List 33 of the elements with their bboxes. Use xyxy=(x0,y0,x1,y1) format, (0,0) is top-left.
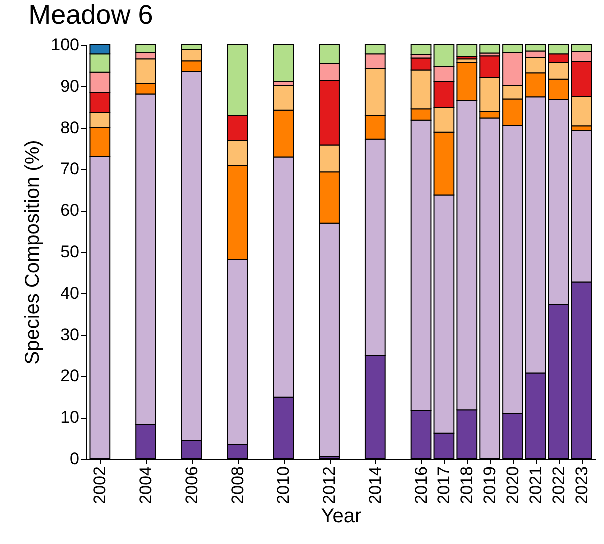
chart-title: Meadow 6 xyxy=(28,0,154,30)
x-tick-label: 2002 xyxy=(90,466,110,504)
x-tick-label: 2022 xyxy=(549,466,568,504)
bar xyxy=(480,44,501,54)
y-tick-label: 70 xyxy=(60,160,80,179)
y-tick-label: 80 xyxy=(60,118,80,138)
x-tick-label: 2012 xyxy=(320,466,340,504)
x-tick-label: 2004 xyxy=(136,466,156,504)
x-tick-label: 2021 xyxy=(526,466,546,504)
y-tick-label: 0 xyxy=(70,450,80,468)
x-tick-label: 2006 xyxy=(182,466,202,504)
y-tick-label: 100 xyxy=(51,36,80,54)
bar xyxy=(273,44,294,82)
y-tick-label: 60 xyxy=(60,201,80,220)
x-tick-label: 2010 xyxy=(274,466,294,504)
y-axis-title: Species Composition (%) xyxy=(22,140,44,365)
y-tick-label: 30 xyxy=(60,325,80,344)
x-tick-label: 2019 xyxy=(480,466,500,504)
x-tick-label: 2023 xyxy=(572,466,592,504)
x-tick-label: 2018 xyxy=(458,466,477,504)
x-tick-label: 2016 xyxy=(412,466,431,504)
bar xyxy=(410,44,432,56)
bar xyxy=(456,44,478,58)
y-tick-label: 40 xyxy=(60,284,80,303)
y-tick-label: 50 xyxy=(60,242,80,262)
x-tick-label: 2014 xyxy=(366,466,385,504)
x-axis-title: Year xyxy=(321,505,362,528)
x-tick-label: 2020 xyxy=(504,466,523,504)
y-tick-label: 20 xyxy=(60,366,80,386)
y-tick-label: 10 xyxy=(60,408,80,428)
x-tick-label: 2017 xyxy=(434,466,454,504)
y-tick-label: 90 xyxy=(60,76,80,96)
x-tick-label: 2008 xyxy=(228,466,248,504)
